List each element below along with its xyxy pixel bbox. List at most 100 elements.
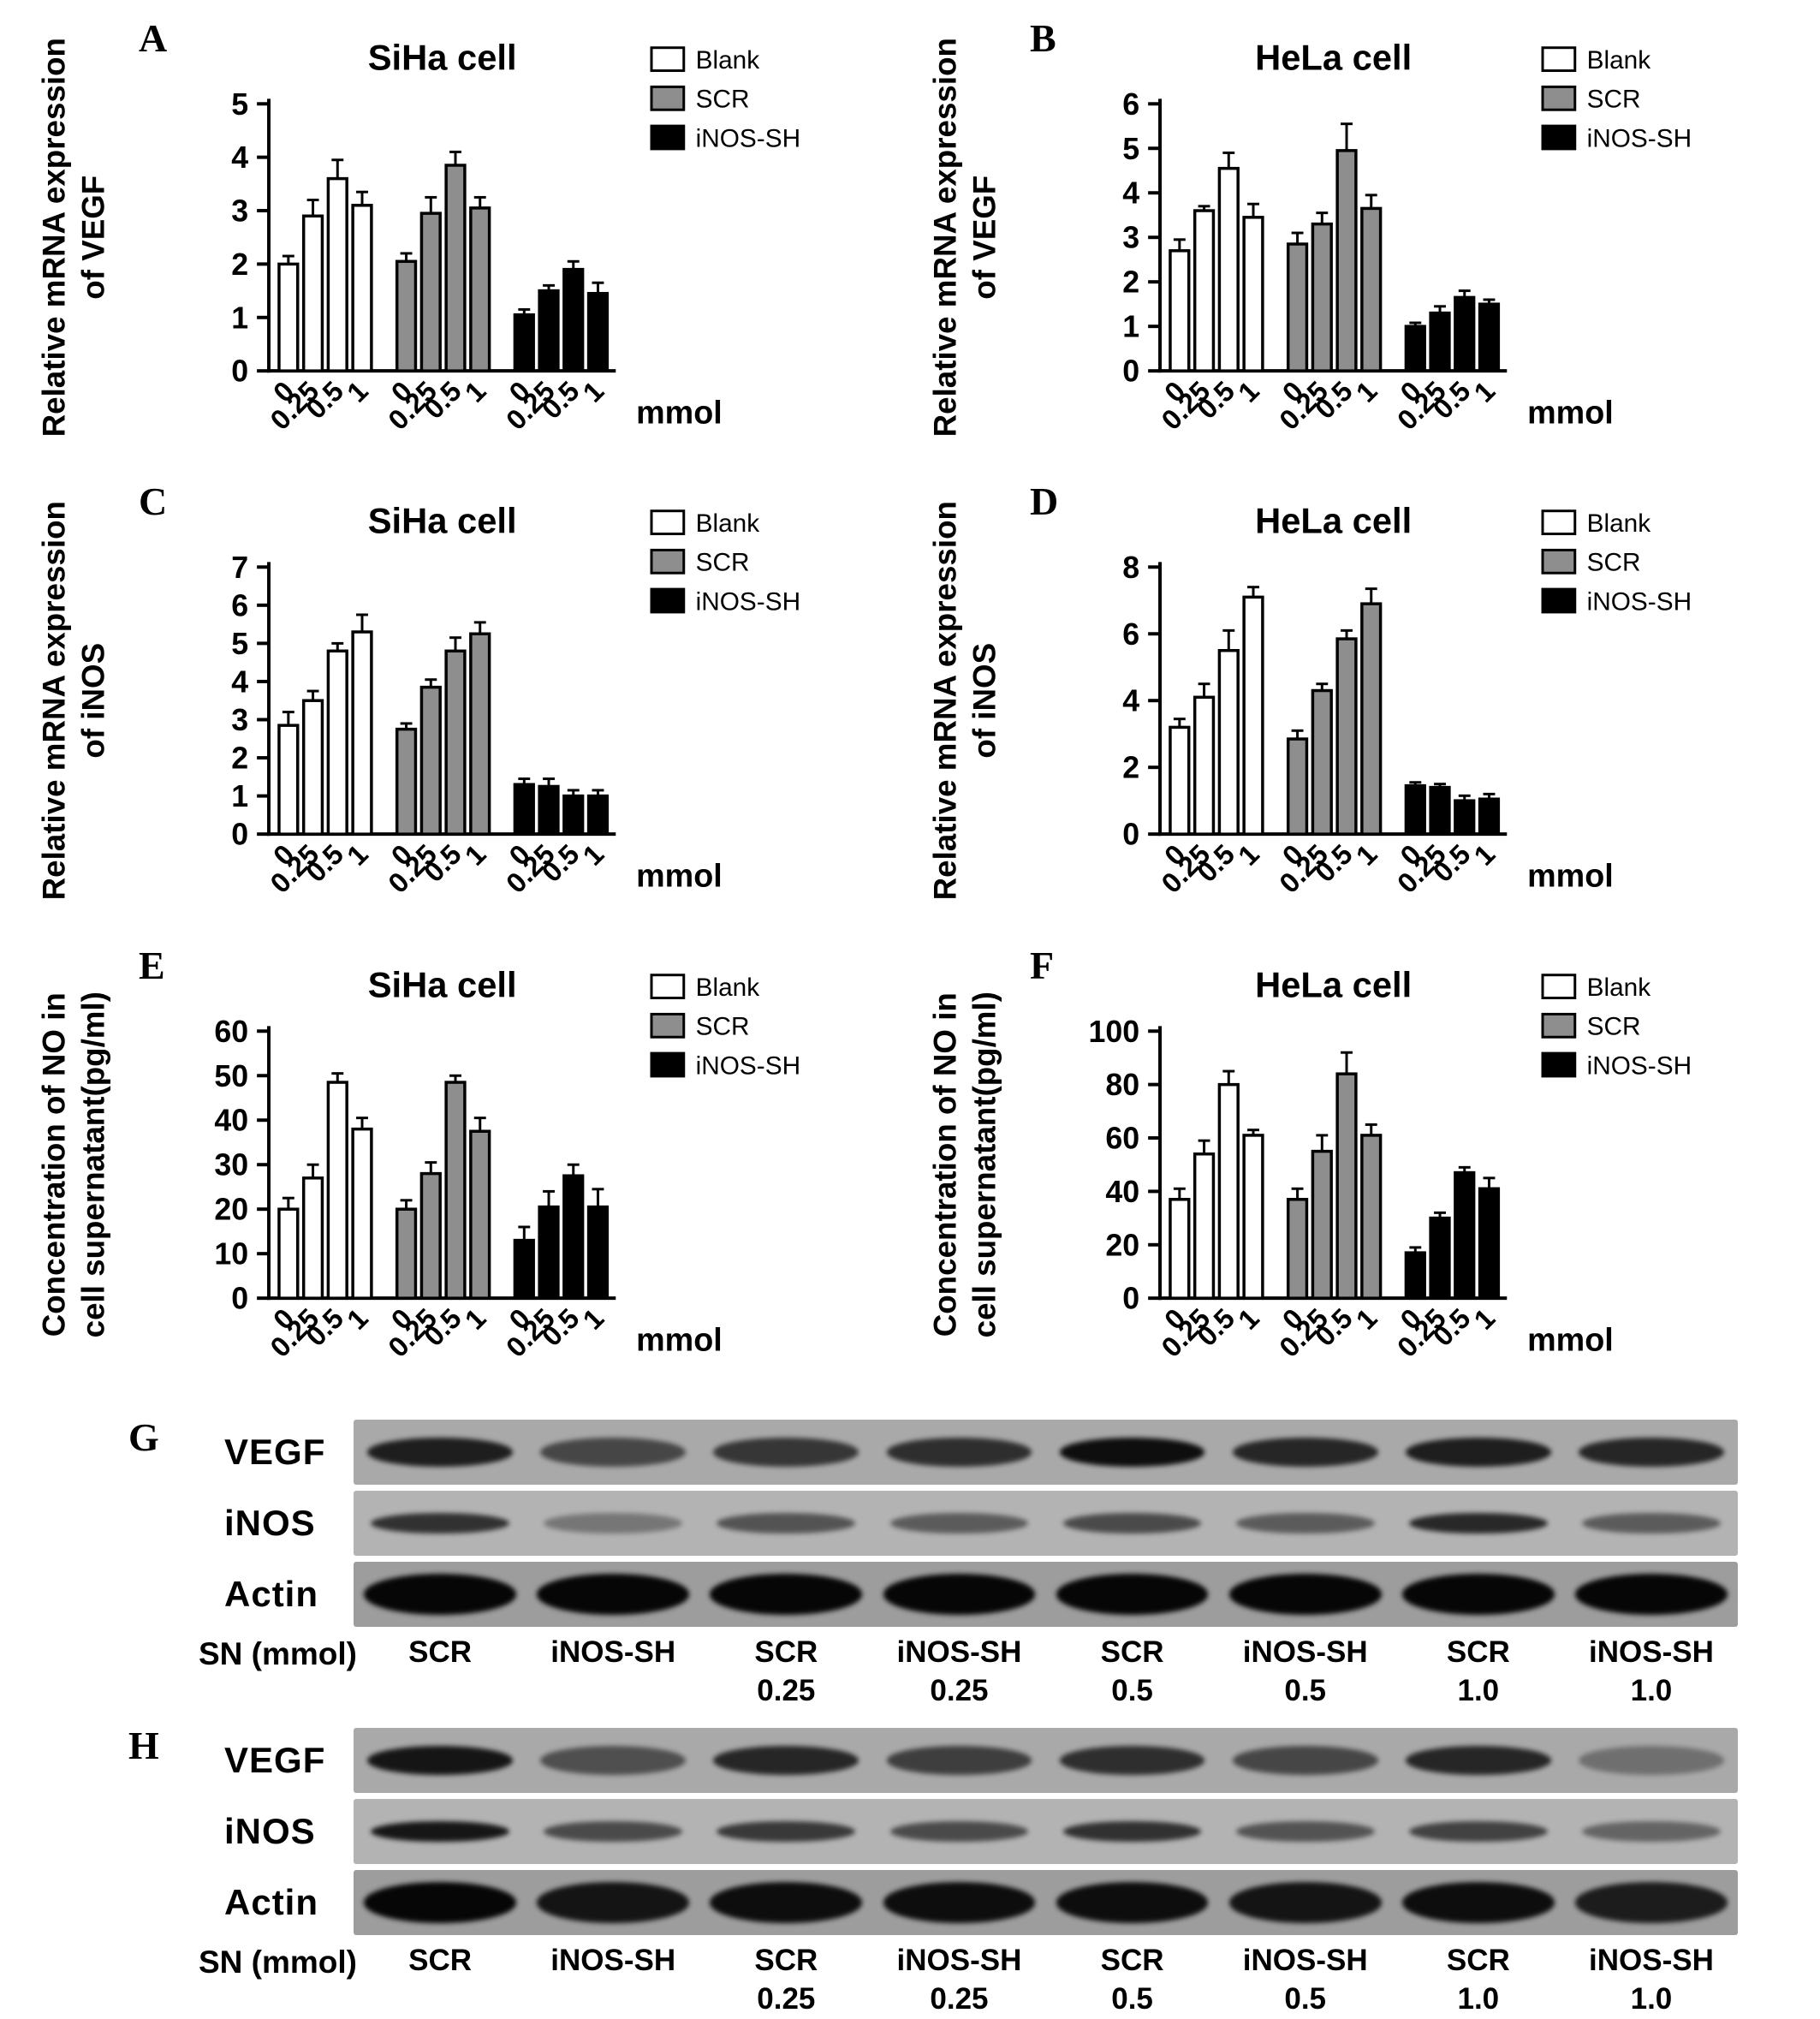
bar-Blank-0.25 [301,214,324,372]
lane-label-7: SCR 1.0 [1446,1635,1510,1708]
blot-lane-4 [872,1420,1045,1485]
y-tick-label: 80 [1105,1068,1139,1102]
x-axis-unit-label: mmol [636,1321,723,1357]
bar-Blank-0 [277,1207,300,1300]
bar-Blank-0 [1169,725,1191,837]
y-tick-label: 7 [231,551,248,585]
bar-iNOS-SH-0 [513,783,535,837]
blot-lane-1 [354,1420,526,1485]
bar-iNOS-SH-0 [1404,325,1426,372]
bar-Blank-0 [277,724,300,837]
legend-label-Blank: Blank [1587,509,1651,538]
bar-Blank-1 [1242,216,1264,372]
x-tick-label: 1 [459,375,492,408]
legend-label-SCR: SCR [696,549,750,577]
blot-band [1228,1574,1382,1615]
y-tick-label: 2 [1122,265,1139,300]
y-axis-label: Concentration of NO in [928,992,963,1337]
blot-band [1405,1438,1551,1467]
blot-band [537,1882,690,1923]
blot-lane-1 [354,1728,526,1793]
bar-SCR-0 [1286,1197,1309,1300]
lane-label-6: iNOS-SH 0.5 [1242,1635,1368,1708]
bar-iNOS-SH-0.5 [562,1174,585,1300]
blot-lane-3 [699,1728,872,1793]
lane-label-2: iNOS-SH [550,1943,676,1977]
y-tick-label: 20 [214,1192,248,1226]
blot-band [364,1574,516,1615]
legend-swatch-Blank [1541,973,1577,999]
x-tick-label: 1 [1467,1301,1501,1335]
legend-swatch-iNOS-SH [650,124,686,151]
blot-lane-1 [354,1870,526,1935]
panel-letter-D: D [1030,479,1059,524]
bar-chart-siha-no: 0 10 20 30 40 50 60 SiHa cell Concentration of N… [21,939,905,1403]
legend-label-Blank: Blank [1587,46,1651,74]
blot-strip-iNOS [354,1798,1738,1864]
bar-iNOS-SH-0.5 [1454,1170,1476,1300]
blot-lane-7 [1392,1799,1565,1864]
blot-lane-8 [1565,1420,1738,1485]
legend-swatch-Blank [650,973,686,999]
blot-axis-label: SN (mmol) [199,1635,357,1671]
blot-lane-4 [872,1728,1045,1793]
blot-lane-2 [526,1870,699,1935]
bar-iNOS-SH-1 [1478,797,1501,837]
blot-band [1235,1820,1375,1843]
blot-band [883,1882,1036,1923]
bar-iNOS-SH-0 [513,1238,535,1300]
y-tick-label: 4 [231,665,248,700]
blot-band [886,1746,1032,1775]
y-tick-label: 10 [214,1236,248,1271]
blot-band [544,1512,683,1534]
blot-row-VEGF: VEGF [195,1419,1738,1485]
bar-iNOS-SH-1 [586,795,610,837]
blot-band [717,1512,856,1534]
bar-chart-hela-vegf: 0 1 2 3 4 5 6 HeLa cell Relative mRNA expression… [912,12,1796,475]
y-tick-label: 0 [1122,354,1139,389]
bar-iNOS-SH-0.5 [1454,799,1476,837]
blot-lane-8 [1565,1870,1738,1935]
blot-band [1579,1746,1724,1775]
blot-lane-6 [1219,1728,1392,1793]
y-tick-label: 0 [231,818,248,852]
blot-band [364,1882,516,1923]
legend-swatch-Blank [1541,46,1577,73]
bar-SCR-0.5 [1335,637,1358,837]
bar-SCR-0 [395,1207,418,1300]
blot-band [1062,1820,1202,1843]
bar-iNOS-SH-0 [513,313,535,372]
lane-label-5: SCR 0.5 [1100,1635,1164,1708]
bar-SCR-0.25 [419,1171,442,1300]
x-tick-label: 1 [1232,1301,1265,1335]
blot-band [1582,1512,1721,1534]
panel-letter-G: G [128,1414,159,1459]
x-tick-label: 1 [459,838,492,872]
blot-lane-7 [1392,1491,1565,1556]
legend-swatch-SCR [650,85,686,111]
bar-chart-siha-inos: 0 1 2 3 4 5 6 7 SiHa cell Relative mRNA expressio… [21,475,905,938]
blot-row-label-iNOS: iNOS [224,1502,316,1543]
bar-Blank-0.5 [326,649,348,837]
blot-lane-3 [699,1491,872,1556]
blot-lane-8 [1565,1491,1738,1556]
blot-band [883,1574,1036,1615]
bar-iNOS-SH-0.5 [562,267,585,372]
x-tick-label: 1 [1350,1301,1383,1335]
blot-band [1401,1574,1555,1615]
legend-label-iNOS-SH: iNOS-SH [696,588,800,616]
blot-lane-3 [699,1799,872,1864]
blot-band [1228,1882,1382,1923]
legend-label-iNOS-SH: iNOS-SH [1587,1051,1692,1080]
y-axis-label: Relative mRNA expression [37,501,72,900]
legend-label-Blank: Blank [1587,974,1651,1002]
blot-lane-2 [526,1420,699,1485]
y-tick-label: 2 [231,741,248,776]
bar-chart-siha-vegf: 0 1 2 3 4 5 SiHa cell Relative mRNA expression o… [21,12,905,475]
x-tick-label: 1 [341,375,374,408]
panel-G: G VEGF iNOS Actin SN (mmol) SCR iNOS-SH SCR 0… [0,1414,1820,1711]
x-axis-unit-label: mmol [1527,858,1614,894]
blot-lane-4 [872,1870,1045,1935]
bar-Blank-0 [1169,1197,1191,1300]
blot-lane-5 [1046,1799,1219,1864]
